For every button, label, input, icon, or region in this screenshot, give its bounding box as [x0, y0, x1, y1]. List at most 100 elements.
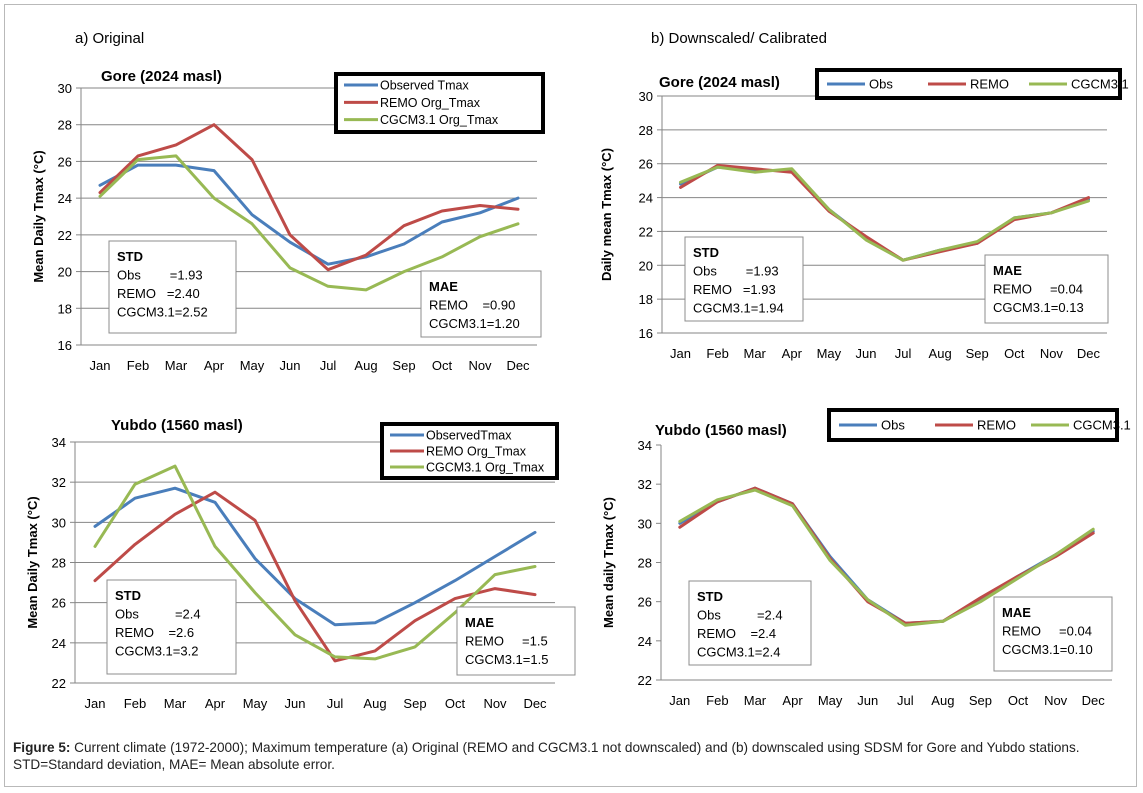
legend-entry: Obs — [881, 418, 905, 433]
stat-box-title: STD — [117, 249, 143, 264]
stat-box-line: Obs =1.93 — [117, 268, 203, 283]
stat-box-line: Obs =2.4 — [115, 607, 201, 622]
y-tick-label: 30 — [58, 81, 72, 96]
chart-panel-4: Yubdo (1560 masl) 22 24 26 28 30 32 34 Jan Feb Mar… — [601, 408, 1131, 708]
section-label-b: b) Downscaled/ Calibrated — [651, 30, 827, 47]
x-tick-label: Sep — [392, 358, 415, 373]
x-tick-label: Jan — [669, 693, 690, 708]
chart-legend: Observed Tmax REMO Org_Tmax CGCM3.1 Org_Tm… — [334, 72, 545, 134]
x-tick-label: Aug — [354, 358, 377, 373]
stat-box-line: CGCM3.1=0.13 — [993, 300, 1084, 315]
stat-box-frame — [420, 270, 542, 338]
chart-panel-1: Gore (2024 masl) 16 18 20 22 24 26 28 30 Jan Feb Ma… — [31, 68, 545, 373]
x-tick-label: Oct — [1004, 346, 1025, 361]
x-tick-label: Mar — [164, 696, 187, 711]
x-tick-label: Jan — [90, 358, 111, 373]
y-tick-label: 32 — [52, 475, 66, 490]
y-tick-label: 28 — [52, 556, 66, 571]
stat-box-line: REMO =2.4 — [697, 626, 776, 641]
y-tick-label: 28 — [639, 123, 653, 138]
x-tick-label: Jun — [855, 346, 876, 361]
x-tick-label: May — [240, 358, 265, 373]
y-tick-label: 22 — [58, 228, 72, 243]
section-label-a: a) Original — [75, 30, 144, 47]
x-tick-label: May — [817, 346, 842, 361]
series-line-cgcm3-1 — [679, 165, 1090, 262]
y-tick-label: 22 — [638, 673, 652, 688]
stat-box-line: REMO =2.40 — [117, 286, 200, 301]
y-tick-label: 30 — [639, 89, 653, 104]
y-tick-label: 26 — [638, 595, 652, 610]
x-tick-label: Apr — [782, 693, 803, 708]
y-tick-label: 32 — [638, 477, 652, 492]
caption-label: Figure 5: — [13, 740, 71, 755]
x-tick-label: Jul — [327, 696, 344, 711]
y-axis-label: Mean Daily Tmax (°C) — [31, 150, 46, 282]
stat-box-line: CGCM3.1=2.4 — [697, 645, 780, 660]
stat-box-line: CGCM3.1=2.52 — [117, 305, 208, 320]
stat-box-line: CGCM3.1=1.94 — [693, 301, 784, 316]
x-tick-label: Jul — [895, 346, 912, 361]
stat-box-title: STD — [115, 588, 141, 603]
x-tick-label: Feb — [127, 358, 149, 373]
stat-box-line: CGCM3.1=3.2 — [115, 644, 198, 659]
y-tick-label: 18 — [639, 292, 653, 307]
stat-box-frame — [688, 580, 812, 666]
legend-entry: REMO Org_Tmax — [380, 96, 481, 110]
stat-box-line: CGCM3.1=1.5 — [465, 652, 548, 667]
figure-caption: Figure 5: Current climate (1972-2000); M… — [13, 739, 1133, 773]
chart-legend: ObservedTmax REMO Org_Tmax CGCM3.1 Org_Tma… — [380, 422, 559, 480]
y-axis-label: Mean daily Tmax (°C) — [601, 497, 616, 628]
series-line-cgcm3-1-org-tmax — [98, 154, 520, 292]
chart-title: Gore (2024 masl) — [659, 74, 780, 91]
stat-box-line: Obs =1.93 — [693, 264, 779, 279]
chart-panel-3: Yubdo (1560 masl) 22 24 26 28 30 32 34 Jan Feb Mar… — [25, 417, 576, 711]
series-line-cgcm3-1 — [678, 488, 1095, 627]
stat-box-title: MAE — [465, 615, 494, 630]
stat-box-title: STD — [697, 589, 723, 604]
x-tick-label: Dec — [523, 696, 547, 711]
x-tick-label: Jan — [670, 346, 691, 361]
chart-title: Gore (2024 masl) — [101, 68, 222, 85]
stat-box-line: REMO =1.93 — [693, 282, 776, 297]
legend-entry: ObservedTmax — [426, 429, 512, 443]
stat-box-mae: MAE REMO =0.04 CGCM3.1=0.13 — [984, 254, 1109, 324]
legend-entry: CGCM3.1 — [1073, 418, 1131, 433]
y-tick-label: 26 — [639, 157, 653, 172]
x-tick-label: Nov — [483, 696, 507, 711]
x-tick-label: Apr — [782, 346, 803, 361]
stat-box-frame — [106, 579, 237, 675]
x-tick-label: Jun — [280, 358, 301, 373]
stat-box-std: STD Obs =2.4 REMO =2.6 CGCM3.1=3.2 — [106, 579, 237, 675]
stat-box-line: REMO =1.5 — [465, 634, 548, 649]
caption-text: Current climate (1972-2000); Maximum tem… — [13, 740, 1080, 772]
x-tick-label: Dec — [506, 358, 530, 373]
stat-box-frame — [684, 236, 804, 322]
x-tick-label: Apr — [205, 696, 226, 711]
figure-frame: a) Original b) Downscaled/ Calibrated Go… — [4, 4, 1137, 787]
series-line-cgcm3-1-org-tmax — [93, 464, 537, 661]
x-tick-label: Sep — [969, 693, 992, 708]
y-tick-label: 20 — [639, 258, 653, 273]
x-tick-label: Jul — [897, 693, 914, 708]
x-tick-label: Apr — [204, 358, 225, 373]
chart-legend: Obs REMO CGCM3.1 — [815, 68, 1129, 100]
stat-box-line: REMO =0.04 — [1002, 624, 1092, 639]
stat-box-frame — [984, 254, 1109, 324]
y-tick-label: 28 — [638, 556, 652, 571]
x-tick-label: Jul — [320, 358, 337, 373]
y-tick-label: 24 — [52, 636, 66, 651]
legend-entry: CGCM3.1 Org_Tmax — [426, 461, 545, 475]
y-tick-label: 20 — [58, 265, 72, 280]
stat-box-title: MAE — [993, 263, 1022, 278]
x-tick-label: Mar — [744, 346, 767, 361]
legend-entry: Observed Tmax — [380, 79, 469, 93]
stat-box-line: REMO =0.04 — [993, 282, 1083, 297]
x-tick-label: Aug — [363, 696, 386, 711]
series-line-remo-org-tmax — [98, 123, 520, 272]
x-tick-label: Feb — [706, 693, 728, 708]
x-tick-label: Sep — [403, 696, 426, 711]
stat-box-title: MAE — [1002, 605, 1031, 620]
x-tick-label: Feb — [124, 696, 146, 711]
stat-box-line: CGCM3.1=1.20 — [429, 316, 520, 331]
